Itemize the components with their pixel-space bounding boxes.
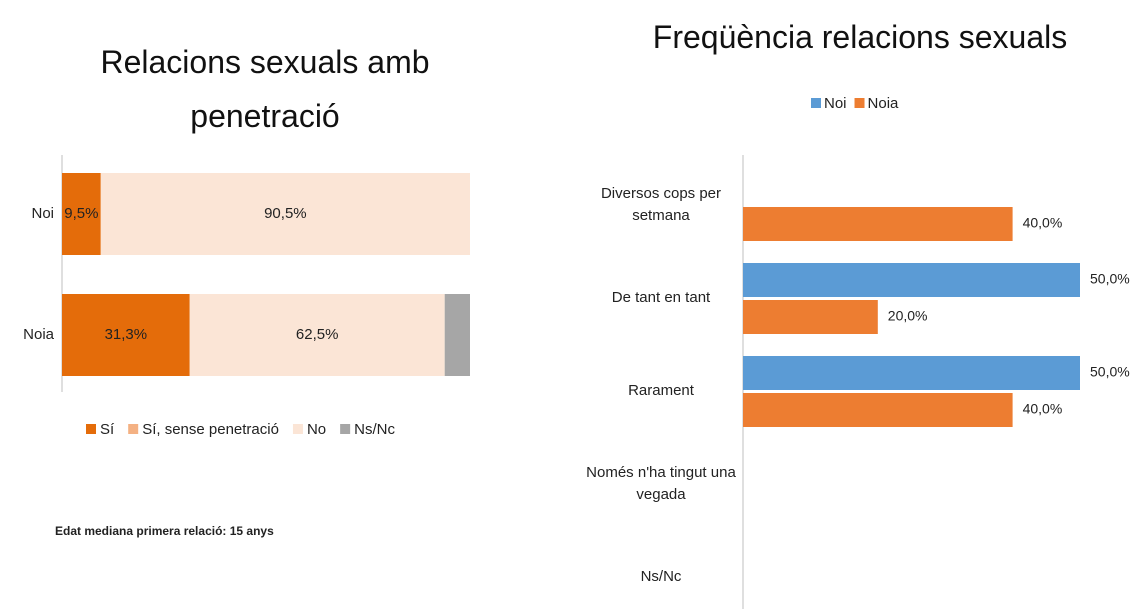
bar-segment [100, 173, 470, 255]
bar-segment [62, 173, 101, 255]
chart-title: Freqüència relacions sexuals [652, 19, 1068, 55]
bar [743, 263, 1080, 297]
bar [743, 207, 1013, 241]
value-label: 40,0% [1023, 401, 1063, 417]
chart-title: Relacions sexuals amb penetració [100, 44, 430, 134]
value-label: 40,0% [1023, 215, 1063, 231]
category-label: Només n'ha tingut una vegada [586, 464, 736, 503]
category-label: Ns/Nc [640, 568, 682, 585]
value-label: 20,0% [888, 308, 928, 324]
legend-label: Noia [868, 95, 900, 112]
category-label: Noia [23, 326, 55, 343]
bar [743, 300, 878, 334]
legend-label: Noi [824, 95, 847, 112]
legend-swatch [86, 424, 96, 434]
category-label: Diversos cops per setmana [600, 185, 722, 224]
value-label: 50,0% [1090, 271, 1130, 287]
legend-label: Ns/Nc [354, 421, 395, 438]
legend-label: Sí, sense penetració [142, 421, 279, 438]
legend-swatch [128, 424, 139, 434]
category-label: Noi [31, 205, 54, 222]
bar [743, 393, 1013, 427]
legend-swatch [854, 98, 865, 108]
note: Edat mediana primera relació: 15 anys [55, 524, 274, 538]
legend-swatch [292, 424, 303, 434]
legend-swatch [811, 98, 821, 108]
legend-label: No [307, 421, 326, 438]
bar-segment [189, 294, 445, 376]
bar-segment [444, 294, 470, 376]
bar-segment [62, 294, 190, 376]
value-label: 50,0% [1090, 364, 1130, 380]
legend-swatch [340, 424, 351, 434]
category-label: Rarament [628, 382, 694, 399]
legend-label: Sí [100, 421, 115, 438]
value-label: 9,5% [64, 205, 98, 222]
value-label: 90,5% [264, 205, 307, 222]
category-label: De tant en tant [611, 289, 711, 306]
value-label: 31,3% [105, 326, 148, 343]
bar [743, 356, 1080, 390]
value-label: 62,5% [296, 326, 339, 343]
